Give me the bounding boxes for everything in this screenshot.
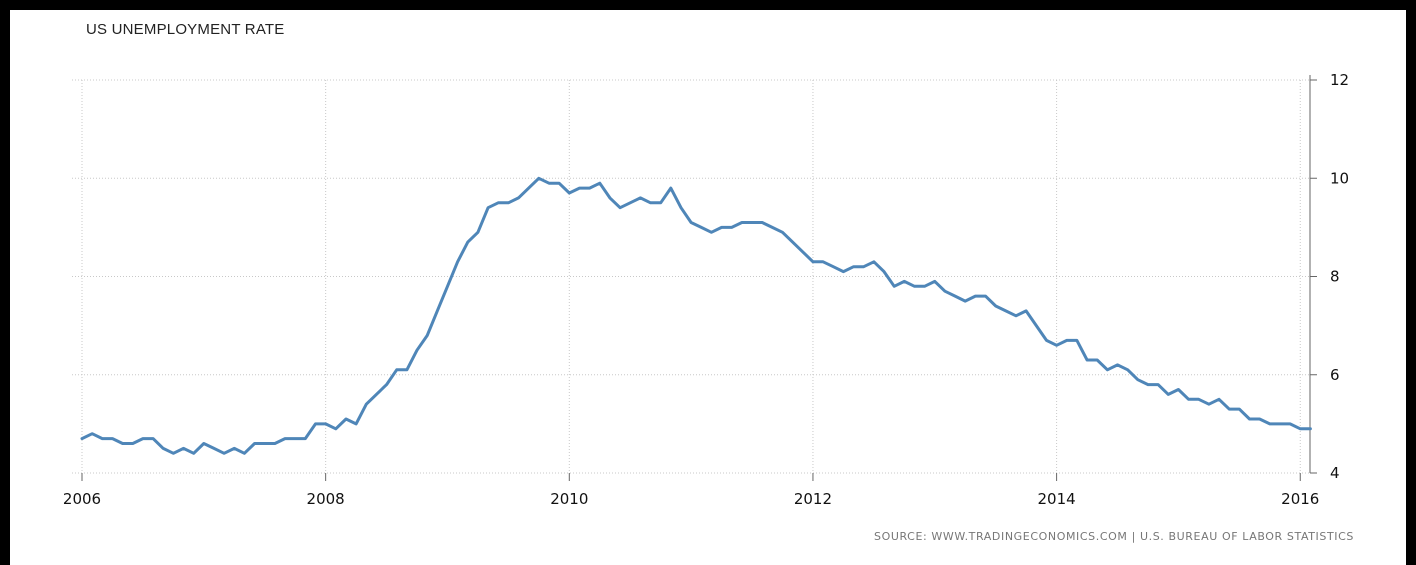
x-tick-label: 2008 <box>307 490 345 508</box>
y-tick-label: 4 <box>1330 464 1340 482</box>
x-tick-label: 2010 <box>550 490 588 508</box>
plot-area <box>80 176 1312 455</box>
x-tick-label: 2012 <box>794 490 832 508</box>
unemployment-rate-line <box>80 176 1312 455</box>
x-tick-label: 2014 <box>1038 490 1076 508</box>
gridlines <box>72 79 1310 474</box>
x-axis: 2006 2008 2010 2012 2014 2016 <box>63 473 1319 508</box>
source-note: SOURCE: WWW.TRADINGECONOMICS.COM | U.S. … <box>873 530 1354 543</box>
chart-title: US UNEMPLOYMENT RATE <box>86 21 285 38</box>
x-tick-label: 2006 <box>63 490 101 508</box>
x-tick-label: 2016 <box>1281 490 1319 508</box>
y-tick-label: 12 <box>1330 71 1349 89</box>
y-tick-label: 10 <box>1330 169 1349 187</box>
y-tick-label: 8 <box>1330 268 1340 286</box>
y-axis: 4 6 8 10 12 <box>1309 71 1349 482</box>
y-tick-label: 6 <box>1330 366 1340 384</box>
